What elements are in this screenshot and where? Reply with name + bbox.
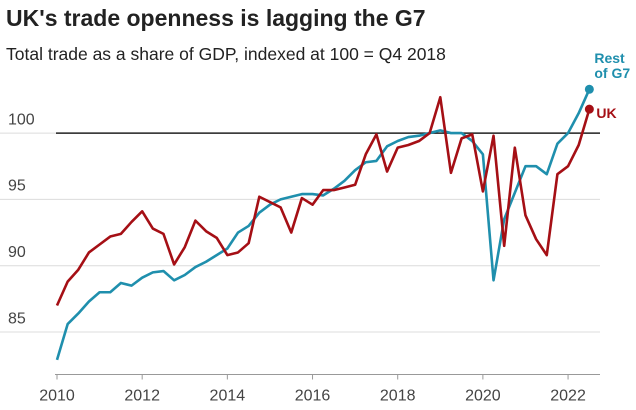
series-line	[55, 88, 591, 361]
chart-title: UK's trade openness is lagging the G7	[6, 5, 426, 31]
series-line	[55, 95, 591, 307]
end-dot	[584, 84, 594, 94]
x-tick-label: 2022	[550, 388, 586, 405]
y-tick-label: 85	[8, 310, 26, 327]
x-tick-label: 2016	[295, 388, 331, 405]
y-tick-label: 95	[8, 178, 26, 195]
legend-label: UK	[596, 105, 617, 122]
chart-subtitle: Total trade as a share of GDP, indexed a…	[6, 44, 446, 64]
y-tick-label: 90	[8, 244, 26, 261]
x-tick-label: 2020	[465, 388, 501, 405]
x-tick-label: 2012	[124, 388, 160, 405]
x-tick-label: 2014	[210, 388, 246, 405]
end-dot	[584, 104, 594, 114]
x-tick-label: 2018	[380, 388, 416, 405]
x-tick-label: 2010	[39, 388, 75, 405]
legend-label: Rest of G7	[594, 50, 631, 82]
y-tick-label: 100	[8, 111, 35, 128]
